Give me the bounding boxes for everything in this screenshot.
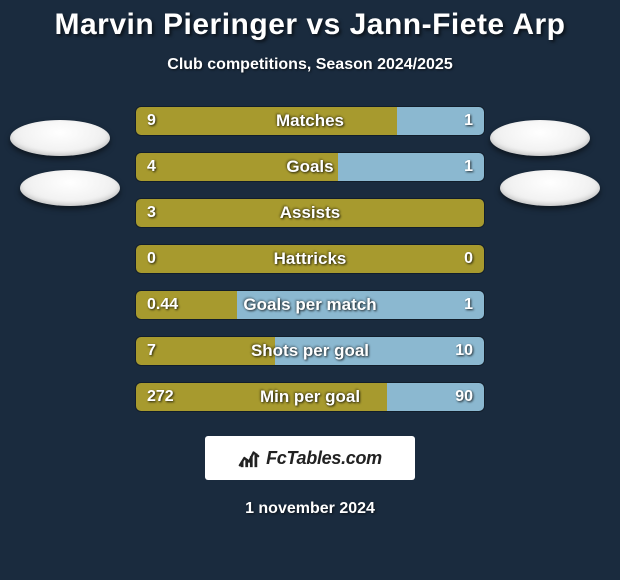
stat-row: Assists3	[135, 198, 485, 228]
bar-container	[135, 198, 485, 228]
bar-left	[136, 383, 387, 411]
bar-right	[275, 337, 484, 365]
stat-row: Goals per match0.441	[135, 290, 485, 320]
stat-row: Goals41	[135, 152, 485, 182]
bar-container	[135, 382, 485, 412]
bar-left	[136, 291, 237, 319]
bar-container	[135, 152, 485, 182]
bar-left	[136, 153, 338, 181]
bar-left	[136, 107, 397, 135]
stat-row: Min per goal27290	[135, 382, 485, 412]
bar-container	[135, 244, 485, 274]
stat-row: Shots per goal710	[135, 336, 485, 366]
bar-left	[136, 199, 484, 227]
logo-text: FcTables.com	[266, 448, 382, 469]
chart-icon	[238, 447, 260, 469]
player-avatar-left	[20, 170, 120, 206]
page-title: Marvin Pieringer vs Jann-Fiete Arp	[0, 0, 620, 42]
bar-left	[136, 245, 484, 273]
player-avatar-right	[490, 120, 590, 156]
stat-row: Hattricks00	[135, 244, 485, 274]
player-avatar-right	[500, 170, 600, 206]
bar-right	[387, 383, 484, 411]
bar-right	[338, 153, 484, 181]
logo-box: FcTables.com	[205, 436, 415, 480]
bar-container	[135, 290, 485, 320]
bar-left	[136, 337, 275, 365]
bar-container	[135, 336, 485, 366]
stat-row: Matches91	[135, 106, 485, 136]
subtitle: Club competitions, Season 2024/2025	[0, 56, 620, 74]
bar-right	[397, 107, 484, 135]
bar-container	[135, 106, 485, 136]
bar-right	[237, 291, 484, 319]
date: 1 november 2024	[0, 500, 620, 518]
player-avatar-left	[10, 120, 110, 156]
